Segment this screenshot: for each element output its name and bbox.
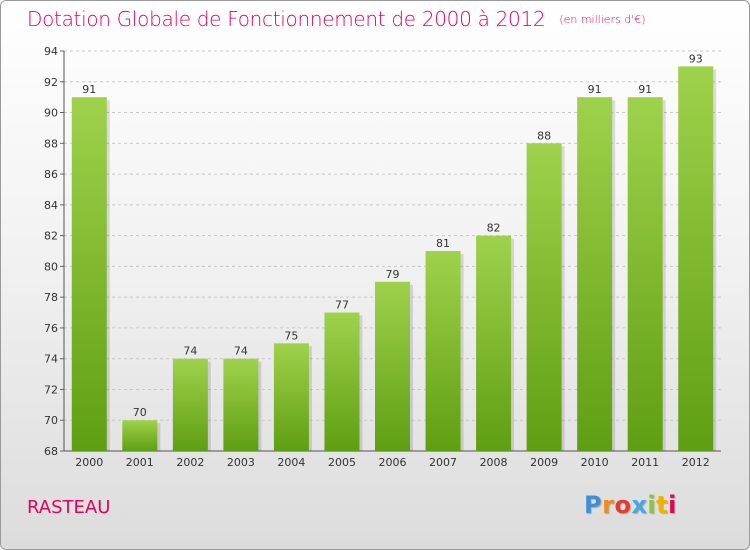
data-label-2003: 74	[234, 345, 248, 358]
y-tick-label: 80	[44, 260, 58, 273]
logo-letter: t	[656, 491, 669, 519]
proxiti-logo[interactable]: Proxiti	[584, 491, 677, 519]
data-label-2008: 82	[487, 222, 501, 235]
y-tick-label: 82	[44, 230, 58, 243]
title-text: Dotation Globale de Fonctionnement de 20…	[27, 7, 546, 31]
bar-2004	[273, 343, 309, 451]
data-label-2002: 74	[183, 345, 197, 358]
unit-label: (en milliers d'€)	[559, 13, 646, 26]
commune-name: RASTEAU	[27, 497, 111, 518]
y-tick-label: 76	[44, 322, 58, 335]
y-tick-label: 68	[44, 445, 58, 458]
data-label-2010: 91	[588, 83, 602, 96]
bar-2000	[71, 97, 107, 452]
chart-title: Dotation Globale de Fonctionnement de 20…	[27, 7, 646, 31]
data-label-2012: 93	[689, 52, 703, 65]
bar-2011	[627, 97, 663, 452]
x-tick-label-2011: 2011	[631, 456, 659, 469]
y-tick-label: 92	[44, 76, 58, 89]
x-tick-label-2012: 2012	[682, 456, 710, 469]
data-label-2005: 77	[335, 299, 349, 312]
data-label-2009: 88	[537, 129, 551, 142]
y-tick-label: 74	[44, 353, 58, 366]
bar-2010	[577, 97, 613, 452]
y-tick-label: 70	[44, 414, 58, 427]
data-label-2001: 70	[133, 406, 147, 419]
logo-letter: i	[647, 491, 657, 519]
bar-2002	[172, 358, 208, 451]
logo-letter: o	[614, 491, 632, 519]
x-tick-label-2005: 2005	[328, 456, 356, 469]
data-label-2006: 79	[386, 268, 400, 281]
logo-letter: r	[602, 491, 615, 519]
bar-2001	[122, 420, 158, 451]
x-tick-label-2002: 2002	[176, 456, 204, 469]
x-tick-label-2010: 2010	[581, 456, 609, 469]
y-tick-label: 88	[44, 137, 58, 150]
bar-2003	[223, 358, 259, 451]
y-tick-label: 84	[44, 199, 58, 212]
data-label-2004: 75	[284, 329, 298, 342]
y-tick-label: 86	[44, 168, 58, 181]
x-tick-label-2001: 2001	[126, 456, 154, 469]
data-label-2011: 91	[638, 83, 652, 96]
x-tick-label-2007: 2007	[429, 456, 457, 469]
logo-letter: P	[584, 491, 603, 519]
bar-2009	[526, 143, 562, 452]
x-tick-label-2004: 2004	[277, 456, 305, 469]
y-tick-label: 90	[44, 107, 58, 120]
bar-2008	[476, 235, 512, 451]
y-tick-label: 94	[44, 45, 58, 58]
bar-2012	[678, 66, 714, 451]
x-tick-label-2003: 2003	[227, 456, 255, 469]
bar-2006	[375, 281, 410, 451]
data-label-2000: 91	[82, 83, 96, 96]
x-tick-label-2008: 2008	[480, 456, 508, 469]
bar-2005	[324, 312, 360, 451]
logo-letter: i	[668, 491, 677, 519]
data-label-2007: 81	[436, 237, 450, 250]
y-tick-label: 72	[44, 383, 58, 396]
x-tick-label-2009: 2009	[530, 456, 558, 469]
bar-2007	[425, 251, 461, 451]
x-tick-label-2000: 2000	[75, 456, 103, 469]
x-tick-label-2006: 2006	[379, 456, 407, 469]
logo-letter: x	[631, 491, 648, 519]
y-tick-label: 78	[44, 291, 58, 304]
